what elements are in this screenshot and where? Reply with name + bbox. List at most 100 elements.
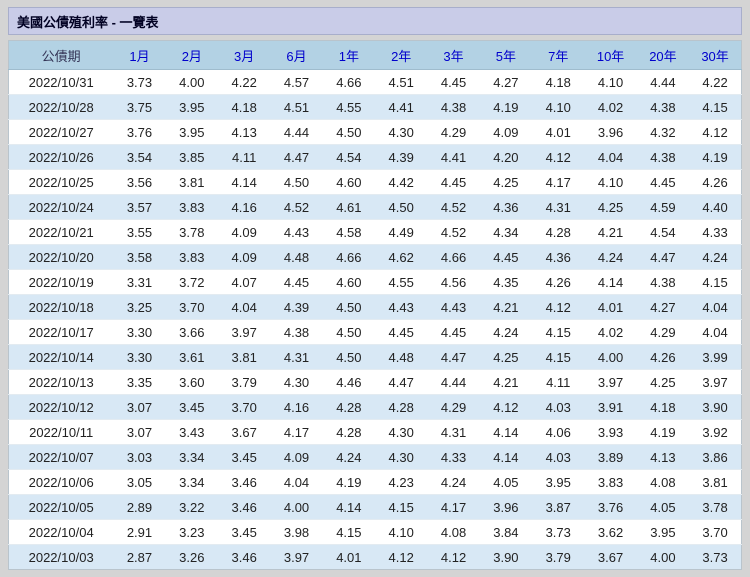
yield-value-cell: 4.40 [689,194,742,220]
yield-value-cell: 3.81 [165,169,218,195]
date-cell: 2022/10/27 [8,119,114,145]
yield-value-cell: 4.05 [479,469,533,495]
yield-value-cell: 3.55 [113,219,166,245]
yield-value-cell: 4.51 [270,94,323,120]
yield-value-cell: 4.47 [270,144,323,170]
yield-value-cell: 4.10 [375,519,428,545]
yield-value-cell: 4.36 [532,244,585,270]
yield-value-cell: 3.05 [113,469,166,495]
yield-value-cell: 3.96 [584,119,637,145]
yield-value-cell: 4.33 [427,444,480,470]
column-header-tenor: 1年 [322,40,376,70]
yield-value-cell: 3.75 [113,94,166,120]
yield-value-cell: 3.72 [165,269,218,295]
yield-value-cell: 4.62 [375,244,428,270]
yield-value-cell: 3.62 [584,519,637,545]
table-row: 2022/10/26 3.54 3.85 4.11 4.47 4.54 4.39 4.41 4.… [8,144,742,170]
yield-value-cell: 4.38 [636,269,690,295]
yield-value-cell: 4.49 [375,219,428,245]
yield-value-cell: 4.26 [532,269,585,295]
yield-value-cell: 4.32 [636,119,690,145]
column-header-date: 公債期 [8,40,114,70]
yield-value-cell: 3.79 [218,369,271,395]
yield-value-cell: 4.34 [479,219,533,245]
yield-value-cell: 3.79 [545,550,571,565]
yield-value-cell: 4.19 [479,94,533,120]
yield-value-cell: 4.66 [322,244,376,270]
yield-value-cell: 4.17 [270,419,323,445]
yield-value-cell: 3.23 [165,519,218,545]
date-cell: 2022/10/25 [8,169,114,195]
date-cell: 2022/10/17 [8,319,114,345]
yield-value-cell: 3.70 [165,294,218,320]
yield-value-cell: 4.03 [532,394,585,420]
yield-value-cell: 4.31 [270,344,323,370]
yield-value-cell: 4.01 [532,119,585,145]
yield-value-cell: 4.29 [427,119,480,145]
yield-value-cell: 4.59 [636,194,690,220]
yield-value-cell: 4.26 [636,344,690,370]
yield-value-cell: 4.12 [440,550,467,565]
yield-value-cell: 4.25 [584,194,637,220]
yield-value-cell: 4.15 [689,269,742,295]
yield-value-cell: 3.83 [165,194,218,220]
date-cell: 2022/10/24 [8,194,114,220]
yield-value-cell: 4.04 [689,294,742,320]
yield-value-cell: 4.54 [636,219,690,245]
yield-value-cell: 4.47 [375,369,428,395]
table-row: 2022/10/27 3.76 3.95 4.13 4.44 4.50 4.30 4.29 4.… [8,119,742,145]
yield-value-cell: 4.22 [218,69,271,95]
yield-value-cell: 4.21 [479,294,533,320]
yield-value-cell: 3.93 [584,419,637,445]
yield-value-cell: 4.27 [636,294,690,320]
yield-value-cell: 4.45 [427,69,480,95]
yield-value-cell: 3.70 [218,394,271,420]
yield-value-cell: 3.73 [113,69,166,95]
yield-value-cell: 4.50 [322,344,376,370]
table-row: 2022/10/28 3.75 3.95 4.18 4.51 4.55 4.41 4.38 4.… [8,94,742,120]
yield-value-cell: 4.25 [479,169,533,195]
yield-value-cell: 4.48 [270,244,323,270]
column-header-tenor: 7年 [532,40,585,70]
yield-value-cell: 4.24 [689,244,742,270]
yield-value-cell: 4.14 [218,169,271,195]
yield-value-cell: 4.23 [375,469,428,495]
yield-value-cell: 4.52 [270,194,323,220]
date-cell: 2022/10/13 [8,369,114,395]
table-row: 2022/10/12 3.07 3.45 3.70 4.16 4.28 4.28 4.29 4.… [8,394,742,420]
table-row: 2022/10/19 3.31 3.72 4.07 4.45 4.60 4.55 4.56 4.… [8,269,742,295]
yield-value-cell: 3.45 [218,444,271,470]
yield-value-cell: 4.61 [322,194,376,220]
column-header-tenor: 10年 [584,40,637,70]
column-header-tenor: 20年 [636,40,690,70]
date-cell: 2022/10/19 [8,269,114,295]
yield-value-cell: 3.97 [689,369,742,395]
yield-value-cell: 3.58 [113,244,166,270]
table-row: 2022/10/17 3.30 3.66 3.97 4.38 4.50 4.45 4.45 4.… [8,319,742,345]
date-cell: 2022/10/03 [28,550,94,565]
date-cell: 2022/10/18 [8,294,114,320]
yield-value-cell: 3.30 [113,319,166,345]
table-row: 2022/10/31 3.73 4.00 4.22 4.57 4.66 4.51 4.45 4.… [8,69,742,95]
column-header-tenor: 5年 [479,40,533,70]
yield-value-cell: 4.45 [479,244,533,270]
yield-value-cell: 3.90 [493,550,519,565]
yield-value-cell: 4.30 [375,119,428,145]
yield-value-cell: 4.43 [375,294,428,320]
yield-value-cell: 3.83 [165,244,218,270]
column-header-tenor: 30年 [689,40,742,70]
yield-value-cell: 4.20 [479,144,533,170]
yield-value-cell: 3.78 [689,494,742,520]
yield-value-cell: 4.12 [479,394,533,420]
yield-value-cell: 4.10 [532,94,585,120]
yield-value-cell: 4.56 [427,269,480,295]
yield-value-cell: 4.29 [427,394,480,420]
yield-value-cell: 4.21 [584,219,637,245]
yield-value-cell: 4.50 [375,194,428,220]
yield-value-cell: 4.41 [427,144,480,170]
yield-value-cell: 3.95 [532,469,585,495]
yield-value-cell: 4.13 [218,119,271,145]
yield-value-cell: 4.30 [375,419,428,445]
yield-value-cell: 4.38 [270,319,323,345]
yield-value-cell: 4.00 [584,344,637,370]
